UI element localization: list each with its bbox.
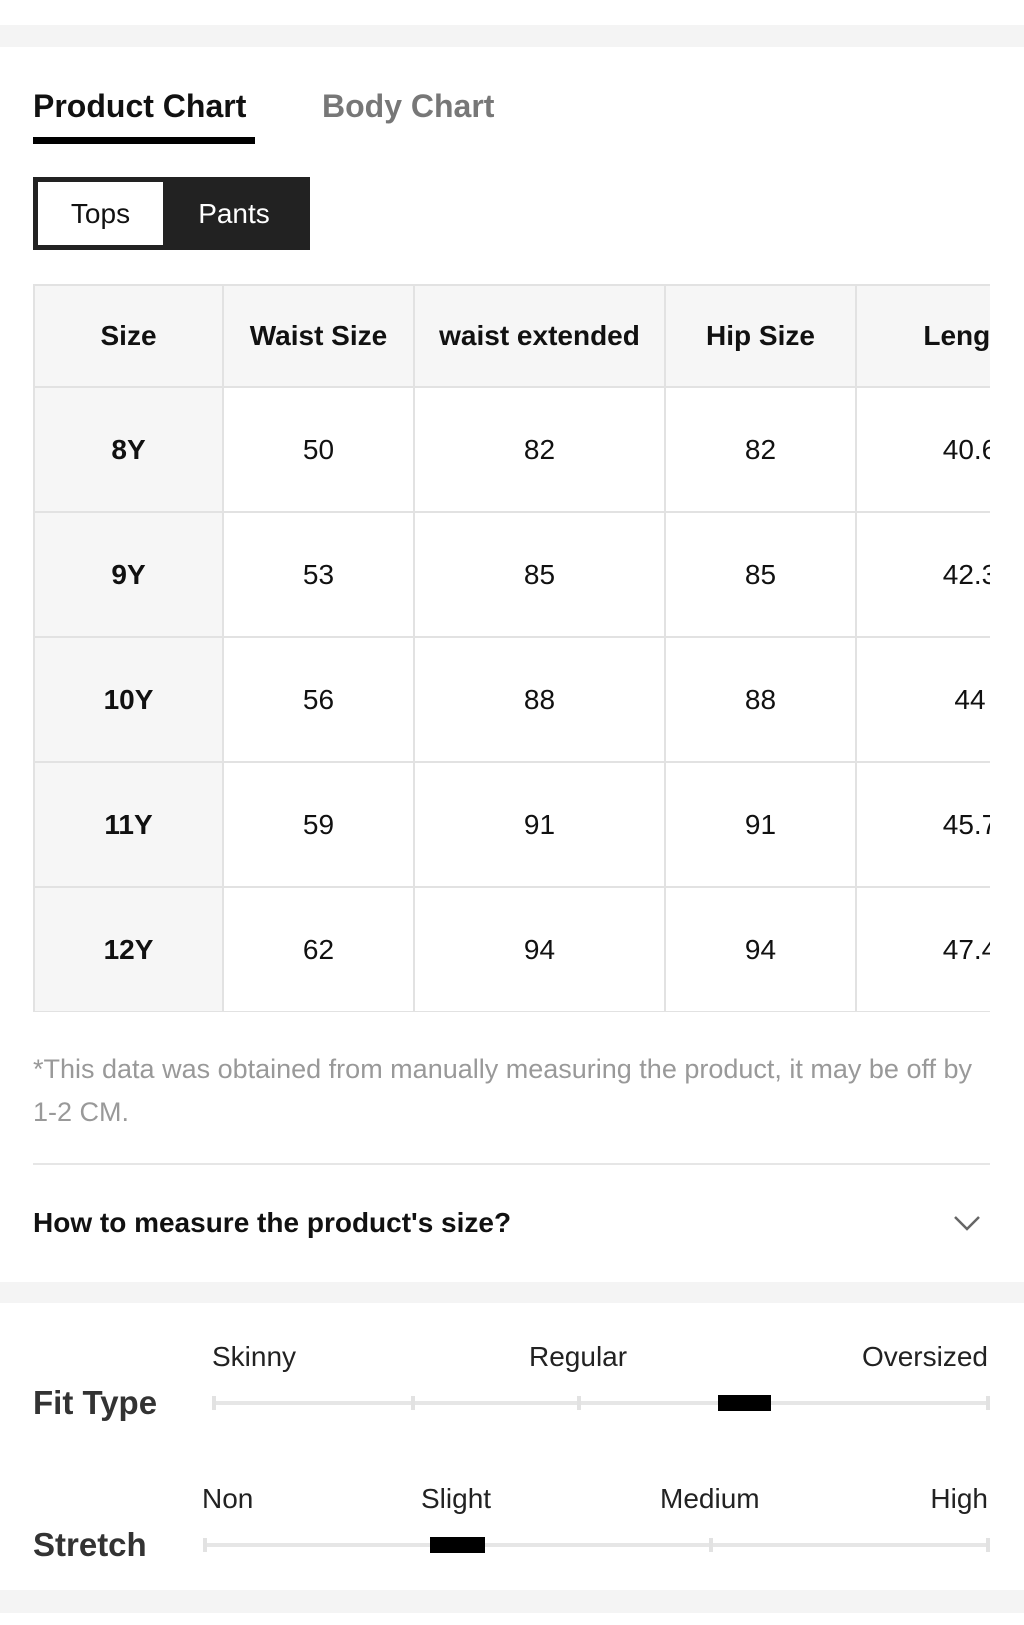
slider-tick — [411, 1396, 415, 1410]
slider-tick — [986, 1396, 990, 1410]
cell: 62 — [222, 886, 415, 1012]
tab-underline — [33, 137, 255, 144]
slider-tick — [212, 1396, 216, 1410]
cell: 10Y — [33, 636, 224, 763]
cell: 47.4 — [855, 886, 990, 1012]
header-cell: Waist Size — [222, 284, 415, 388]
cell: 9Y — [33, 511, 224, 638]
slider-tick — [577, 1396, 581, 1410]
stretch-label: Stretch — [33, 1526, 147, 1563]
cell: 56 — [222, 636, 415, 763]
cell: 53 — [222, 511, 415, 638]
cell: 11Y — [33, 761, 224, 888]
separator — [0, 1282, 1024, 1303]
row: 12Y 62 94 94 47.4 — [33, 886, 990, 1012]
cell: 85 — [413, 511, 666, 638]
cell: 82 — [413, 386, 666, 513]
slider-tick — [986, 1538, 990, 1552]
cell: 82 — [664, 386, 857, 513]
fit-label: Fit Type — [33, 1384, 158, 1421]
header-cell: Size — [33, 284, 224, 388]
chevron[interactable] — [953, 1214, 981, 1232]
cell: 91 — [413, 761, 666, 888]
header-cell: Hip Size — [664, 284, 857, 388]
cell: 94 — [413, 886, 666, 1012]
row: 8Y 50 82 82 40.6 — [33, 386, 990, 513]
scale-label: Oversized — [861, 1341, 988, 1372]
header-row: Size Waist Size waist extended Hip Size Leng… — [33, 284, 990, 388]
row: 9Y 53 85 85 42.3 — [33, 511, 990, 638]
cell: 12Y — [33, 886, 224, 1012]
cell: 94 — [664, 886, 857, 1012]
separator — [0, 25, 1024, 47]
scale-label: Skinny — [212, 1341, 297, 1372]
tab-body-chart[interactable]: Body Chart — [322, 88, 495, 124]
toggle: Tops Pants — [33, 177, 310, 250]
slider-indicator — [718, 1395, 771, 1411]
header-cell: Length — [855, 284, 990, 388]
separator — [0, 1590, 1024, 1613]
cell: 88 — [664, 636, 857, 763]
toggle-tops[interactable]: Tops — [38, 182, 163, 245]
cell: 40.6 — [855, 386, 990, 513]
accordion-title[interactable]: How to measure the product's size? — [33, 1207, 512, 1238]
cell: 91 — [664, 761, 857, 888]
scale-label: Non — [202, 1483, 254, 1514]
slider-indicator — [430, 1537, 485, 1553]
cell: 45.7 — [855, 761, 990, 888]
note: *This data was obtained from manually me… — [33, 1054, 972, 1127]
row: 10Y 56 88 88 44 — [33, 636, 990, 763]
row: 11Y 59 91 91 45.7 — [33, 761, 990, 888]
tab-product-chart[interactable]: Product Chart — [33, 88, 247, 124]
cell: 8Y — [33, 386, 224, 513]
scale-label: Medium — [660, 1483, 760, 1514]
scale-label: Slight — [421, 1483, 492, 1514]
scale-label: High — [930, 1483, 988, 1514]
slider-tick — [203, 1538, 207, 1552]
header-cell: waist extended — [413, 284, 666, 388]
size-table: Size Waist Size waist extended Hip Size Leng… — [33, 284, 990, 1012]
slider-track — [205, 1543, 988, 1547]
cell: 59 — [222, 761, 415, 888]
slider-track — [214, 1401, 988, 1405]
cell: 50 — [222, 386, 415, 513]
cell: 42.3 — [855, 511, 990, 638]
cell: 44 — [855, 636, 990, 763]
cell: 88 — [413, 636, 666, 763]
slider-tick — [709, 1538, 713, 1552]
divider — [33, 1163, 990, 1165]
toggle-pants[interactable]: Pants — [198, 198, 270, 229]
cell: 85 — [664, 511, 857, 638]
scale-label: Regular — [529, 1341, 628, 1372]
